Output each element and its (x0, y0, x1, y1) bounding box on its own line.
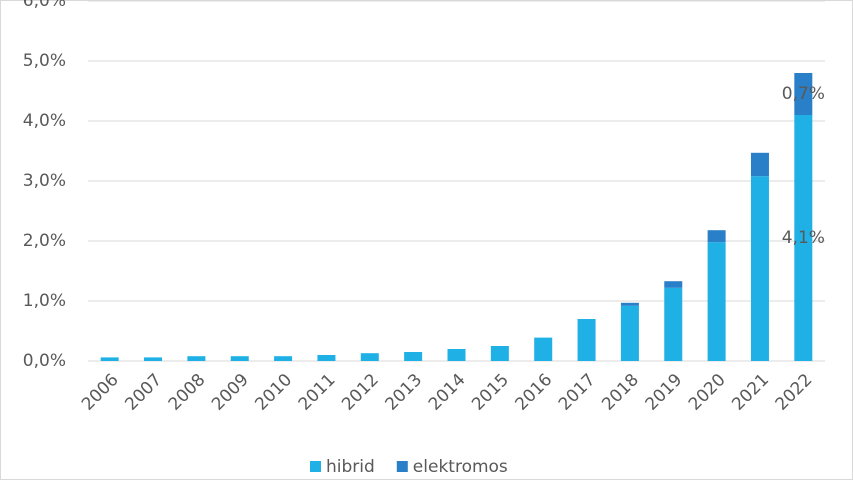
data-label: 4,1% (782, 228, 825, 248)
y-tick-label: 1,0% (23, 291, 66, 311)
y-tick-label: 2,0% (23, 231, 66, 251)
bar-segment (620, 302, 639, 306)
legend-label: hibrid (326, 457, 375, 477)
bar-segment (404, 352, 423, 361)
bar-segment (230, 356, 249, 361)
y-tick-label: 6,0% (23, 0, 66, 11)
bar-segment (750, 152, 769, 177)
y-tick-label: 0,0% (23, 351, 66, 371)
legend-swatch (396, 461, 408, 472)
legend-label: elektromos (413, 457, 508, 477)
bar-segment (664, 281, 683, 288)
bar-segment (664, 287, 683, 361)
bar-segment (447, 349, 466, 361)
bar-segment (274, 356, 293, 361)
bar-segment (707, 242, 726, 361)
bar-segment (360, 353, 379, 361)
bar-segment (794, 115, 813, 361)
bar-segment (100, 357, 119, 361)
y-tick-label: 3,0% (23, 171, 66, 191)
y-tick-label: 5,0% (23, 51, 66, 71)
bar-segment (534, 337, 553, 361)
bar-segment (490, 346, 509, 361)
legend-swatch (310, 461, 321, 472)
data-label: 0,7% (782, 84, 825, 104)
y-tick-label: 4,0% (23, 111, 66, 131)
bar-segment (577, 319, 596, 361)
bar-segment (144, 357, 163, 361)
bar-segment (187, 356, 206, 361)
bar-segment (317, 355, 336, 361)
bar-segment (794, 73, 813, 115)
bar-segment (707, 230, 726, 243)
bar-segment (750, 176, 769, 361)
bar-segment (620, 305, 639, 361)
